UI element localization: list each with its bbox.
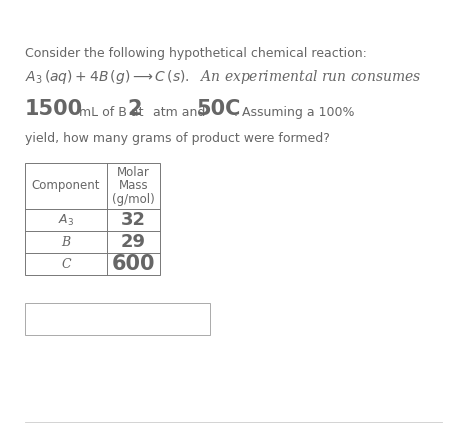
Text: (g/mol): (g/mol) [112,193,155,206]
Text: mL of B at: mL of B at [75,106,143,119]
Text: $A_3\,(aq) + 4B\,(g) \longrightarrow C\,(s).$  An experimental run consumes: $A_3\,(aq) + 4B\,(g) \longrightarrow C\,… [25,68,421,86]
Text: $A_3$: $A_3$ [58,213,74,228]
Text: 2: 2 [127,99,142,119]
Text: 32: 32 [121,211,146,229]
Text: Component: Component [32,180,100,193]
Text: B: B [61,235,70,248]
Text: 29: 29 [121,233,146,251]
Text: Consider the following hypothetical chemical reaction:: Consider the following hypothetical chem… [25,47,367,60]
Text: Mass: Mass [119,178,149,191]
Text: 1500: 1500 [25,99,83,119]
Text: atm and: atm and [141,106,205,119]
Text: 600: 600 [112,254,155,274]
Text: . Assuming a 100%: . Assuming a 100% [230,106,355,119]
Text: yield, how many grams of product were formed?: yield, how many grams of product were fo… [25,132,330,145]
Text: C: C [61,257,71,270]
Text: 50C: 50C [196,99,240,119]
Text: Molar: Molar [117,165,150,178]
